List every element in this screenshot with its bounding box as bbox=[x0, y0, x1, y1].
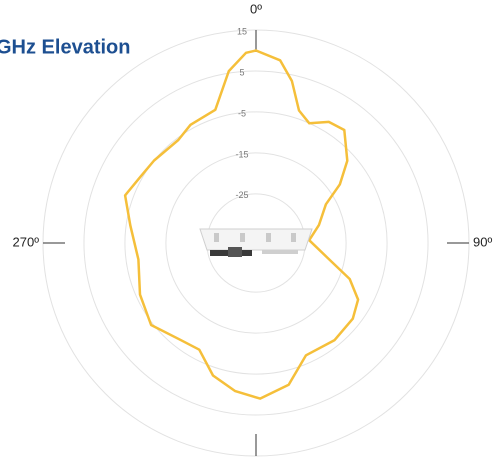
device-port bbox=[240, 233, 245, 242]
device-icon bbox=[199, 228, 313, 257]
grid-ring bbox=[124, 111, 388, 375]
grid-ring bbox=[165, 152, 347, 334]
device-connector bbox=[228, 247, 242, 257]
ring-label: 15 bbox=[237, 26, 247, 36]
angle-label: 90º bbox=[473, 234, 492, 249]
device-port bbox=[291, 233, 296, 242]
device-port bbox=[214, 233, 219, 242]
pattern-line bbox=[123, 49, 360, 400]
ring-label: -25 bbox=[235, 190, 248, 200]
ring-label: -5 bbox=[238, 108, 246, 118]
ring-label: -15 bbox=[235, 149, 248, 159]
ring-label: 5 bbox=[239, 67, 244, 77]
angle-label: 270º bbox=[13, 234, 40, 249]
plot-area bbox=[123, 49, 360, 400]
grid: 15 5 -5 -15 -25 0º 90º 180º 270º bbox=[13, 1, 493, 470]
device-port bbox=[266, 233, 271, 242]
angle-label: 180º bbox=[243, 467, 270, 470]
grid-ring bbox=[83, 70, 429, 416]
angle-label: 0º bbox=[250, 1, 262, 16]
chart-title: GHz Elevation bbox=[0, 36, 130, 58]
device-body bbox=[199, 228, 313, 251]
device-vents bbox=[262, 250, 298, 254]
